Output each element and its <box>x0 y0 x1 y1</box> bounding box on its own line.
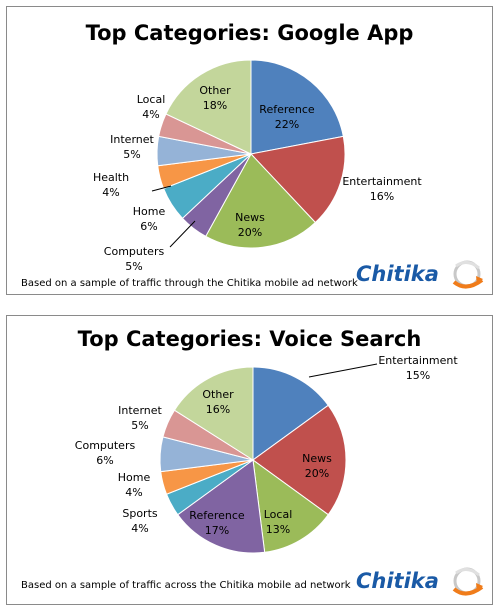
leader-line-health <box>151 185 172 192</box>
slice-label-home: Home <box>133 205 166 218</box>
slice-label-local: Local <box>137 93 166 106</box>
chart-title: Top Categories: Voice Search <box>77 327 422 351</box>
slice-label-health: Health <box>93 171 129 184</box>
slice-value-internet: 5% <box>123 148 140 161</box>
slice-label-other: Other <box>202 388 234 401</box>
chart-footnote: Based on a sample of traffic through the… <box>21 278 358 289</box>
slice-label-entertainment: Entertainment <box>342 175 422 188</box>
leader-line-entertainment <box>308 363 378 378</box>
pie-slice-other <box>165 59 252 155</box>
pie-slice-reference <box>177 459 266 554</box>
slice-label-other: Other <box>199 84 231 97</box>
brand-name: Chitika <box>356 569 439 593</box>
slice-label-computers: Computers <box>75 439 136 452</box>
slice-value-news: 20% <box>305 467 329 480</box>
brand-name: Chitika <box>356 262 439 286</box>
slice-label-sports: Sports <box>122 507 158 520</box>
slice-value-local: 4% <box>142 108 159 121</box>
leader-line-computers <box>169 220 196 248</box>
slice-value-other: 18% <box>203 99 227 112</box>
chart-panel-google-app: Top Categories: Google App Reference 22% E… <box>6 6 493 295</box>
slice-value-home: 4% <box>125 486 142 499</box>
slice-label-computers: Computers <box>104 245 165 258</box>
slice-value-computers: 5% <box>125 260 142 273</box>
slice-label-local: Local <box>264 508 293 521</box>
pie-slice-local <box>252 458 329 553</box>
chitika-logo: Chitika <box>356 563 484 603</box>
pie-chart-voice-search: Entertainment 15% News 20% Local 13% Reference… <box>75 354 458 554</box>
pie-slice-reference <box>250 59 344 155</box>
pie-chart-google-app: Reference 22% Entertainment 16% News 20% Compu… <box>93 59 422 273</box>
slice-value-local: 13% <box>266 523 290 536</box>
chart-footnote: Based on a sample of traffic across the … <box>21 580 351 591</box>
pie-slice-news <box>205 153 317 249</box>
slice-label-internet: Internet <box>110 133 154 146</box>
slice-value-news: 20% <box>238 226 262 239</box>
slice-value-sports: 4% <box>131 522 148 535</box>
slice-label-entertainment: Entertainment <box>378 354 458 367</box>
slice-value-internet: 5% <box>131 419 148 432</box>
pie-slice-news <box>252 404 347 516</box>
pie-slice-other <box>173 366 254 461</box>
slice-value-other: 16% <box>206 403 230 416</box>
slice-value-home: 6% <box>140 220 157 233</box>
slice-label-reference: Reference <box>189 509 245 522</box>
slice-label-reference: Reference <box>259 103 315 116</box>
slice-value-health: 4% <box>102 186 119 199</box>
chart-panel-voice-search: Top Categories: Voice Search Entertainme… <box>6 315 493 605</box>
chart-title: Top Categories: Google App <box>85 21 414 45</box>
pie-slice-entertainment <box>252 366 329 461</box>
slice-label-news: News <box>235 211 265 224</box>
slice-value-computers: 6% <box>96 454 113 467</box>
swirl-globe-icon <box>452 567 484 596</box>
swirl-globe-icon <box>452 260 484 289</box>
chitika-logo: Chitika <box>356 256 484 296</box>
slice-value-reference: 17% <box>205 524 229 537</box>
slice-value-entertainment: 15% <box>406 369 430 382</box>
pie-slice-entertainment <box>250 135 346 224</box>
slice-label-internet: Internet <box>118 404 162 417</box>
slice-label-news: News <box>302 452 332 465</box>
slice-value-entertainment: 16% <box>370 190 394 203</box>
slice-value-reference: 22% <box>275 118 299 131</box>
slice-label-home: Home <box>118 471 151 484</box>
